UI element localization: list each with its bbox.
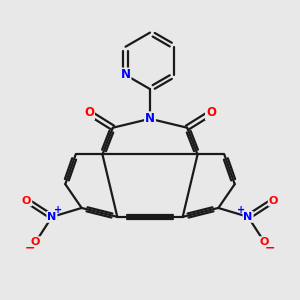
Text: O: O bbox=[22, 196, 31, 206]
Text: −: − bbox=[24, 242, 35, 255]
Text: O: O bbox=[206, 106, 216, 119]
Text: −: − bbox=[265, 242, 276, 255]
Text: O: O bbox=[269, 196, 278, 206]
Text: O: O bbox=[84, 106, 94, 119]
Text: N: N bbox=[121, 68, 130, 82]
Text: +: + bbox=[238, 205, 246, 215]
Text: O: O bbox=[260, 237, 269, 247]
Text: O: O bbox=[31, 237, 40, 247]
Text: N: N bbox=[145, 112, 155, 125]
Text: N: N bbox=[244, 212, 253, 222]
Text: N: N bbox=[47, 212, 56, 222]
Text: +: + bbox=[54, 205, 62, 215]
